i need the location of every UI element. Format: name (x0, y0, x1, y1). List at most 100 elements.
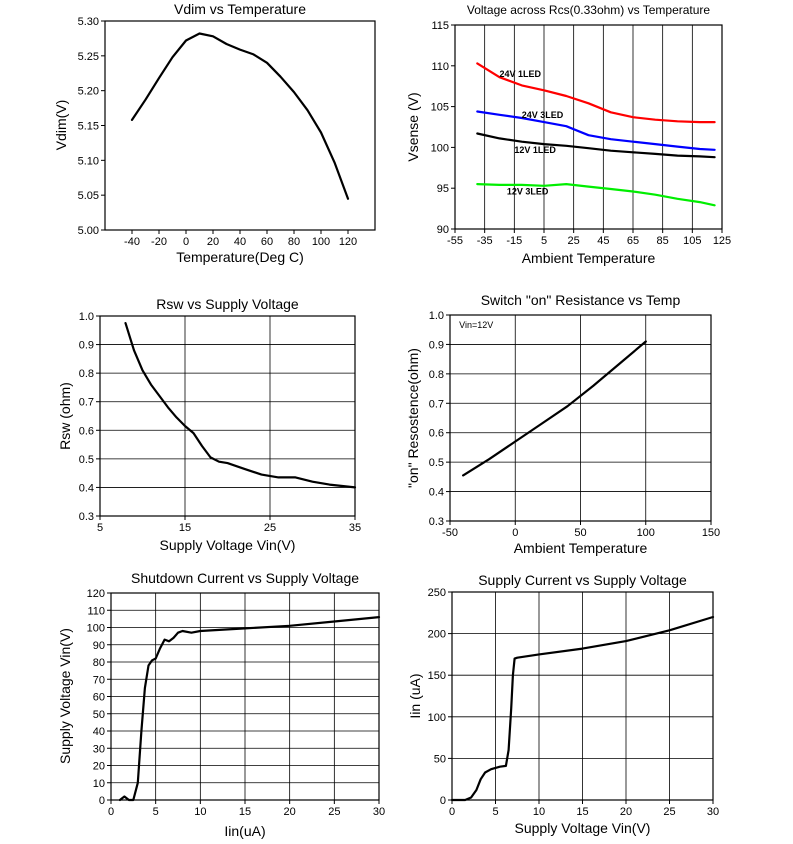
x-tick-label: 65 (627, 235, 639, 247)
x-tick-label: 5 (153, 806, 159, 818)
y-tick-label: 0.3 (79, 511, 94, 523)
x-tick-label: 100 (637, 527, 655, 539)
plot-frame (99, 315, 356, 517)
y-tick-label: 0.6 (429, 428, 444, 440)
x-tick-label: 85 (657, 235, 669, 247)
y-tick-label: 0.5 (79, 454, 94, 466)
x-tick-label: 20 (207, 236, 219, 248)
y-tick-label: 50 (434, 753, 446, 765)
x-tick-label: 125 (713, 235, 731, 247)
y-tick-label: 110 (431, 61, 449, 73)
y-tick-label: 5.25 (78, 51, 99, 63)
y-tick-label: 50 (93, 709, 105, 721)
x-axis-label: Supply Voltage Vin(V) (160, 537, 296, 553)
y-tick-label: 100 (428, 712, 446, 724)
plot-frame (104, 20, 376, 231)
y-tick-label: 90 (437, 224, 449, 236)
x-tick-label: 20 (620, 806, 632, 818)
x-tick-label: 100 (312, 236, 330, 248)
y-tick-label: 60 (93, 692, 105, 704)
y-tick-label: 1.0 (79, 311, 94, 323)
series-annotation: 24V 3LED (522, 110, 564, 120)
y-tick-label: 5.30 (78, 16, 99, 28)
x-tick-label: -35 (477, 235, 493, 247)
y-tick-label: 0.7 (79, 397, 94, 409)
y-tick-label: 0.4 (79, 482, 94, 494)
series-line-iin (450, 615, 715, 802)
series-line-12v-3led (476, 183, 716, 207)
chart-title: Shutdown Current vs Supply Voltage (131, 570, 359, 586)
x-tick-label: 30 (707, 806, 719, 818)
y-tick-label: 5.20 (78, 86, 99, 98)
x-tick-label: 40 (234, 236, 246, 248)
y-axis-label: Supply Voltage Vin(V) (57, 628, 73, 764)
y-tick-label: 20 (93, 761, 105, 773)
x-tick-label: 60 (261, 236, 273, 248)
x-tick-label: 30 (373, 806, 385, 818)
x-tick-label: -55 (447, 235, 463, 247)
series-annotation: 12V 3LED (507, 187, 549, 197)
x-tick-label: 25 (568, 235, 580, 247)
series-annotation: 12V 1LED (514, 145, 556, 155)
x-tick-label: 20 (284, 806, 296, 818)
x-tick-label: 150 (702, 527, 720, 539)
series-line-vdim (130, 32, 350, 200)
y-tick-label: 0.3 (429, 516, 444, 528)
x-tick-label: 15 (239, 806, 251, 818)
x-tick-label: 0 (183, 236, 189, 248)
y-tick-label: 0 (99, 795, 105, 807)
x-tick-label: 5 (541, 235, 547, 247)
series-line-rsw (124, 322, 357, 489)
y-tick-label: 5.15 (78, 121, 99, 133)
series-annotation: 24V 1LED (500, 69, 542, 79)
x-tick-label: 15 (576, 806, 588, 818)
y-tick-label: 95 (437, 183, 449, 195)
y-tick-label: 70 (93, 674, 105, 686)
y-axis-label: Rsw (ohm) (57, 382, 73, 450)
x-tick-label: 5 (97, 522, 103, 534)
y-tick-label: 30 (93, 743, 105, 755)
chart-vdim-vs-temperature: Vdim vs Temperature -40 -20 0 20 40 60 80 100 120… (53, 1, 376, 265)
y-tick-label: 1.0 (429, 310, 444, 322)
chart-title: Supply Current vs Supply Voltage (478, 572, 687, 588)
y-tick-label: 150 (428, 670, 446, 682)
y-tick-label: 0.8 (429, 369, 444, 381)
y-tick-label: 0.4 (429, 487, 444, 499)
x-tick-label: 0 (512, 527, 518, 539)
y-tick-label: 0.7 (429, 398, 444, 410)
series-line-shutdown (118, 615, 381, 802)
y-tick-label: 0 (440, 795, 446, 807)
y-tick-label: 200 (428, 629, 446, 641)
series-line-12v-1led (476, 132, 716, 159)
y-tick-label: 110 (87, 605, 105, 617)
y-tick-label: 0.5 (429, 457, 444, 469)
y-axis-label: Iin (uA) (407, 673, 423, 718)
x-tick-label: 0 (449, 806, 455, 818)
x-tick-label: 35 (349, 522, 361, 534)
y-axis-label: Vsense (V) (405, 92, 421, 161)
y-tick-label: 120 (87, 588, 105, 600)
y-tick-label: 10 (93, 778, 105, 790)
y-tick-label: 250 (428, 587, 446, 599)
x-axis-label: Ambient Temperature (514, 540, 648, 556)
x-tick-label: 120 (339, 236, 357, 248)
x-tick-label: 10 (533, 806, 545, 818)
chart-vsense-vs-temperature: Voltage across Rcs(0.33ohm) vs Temperatu… (405, 3, 731, 266)
x-tick-label: 25 (663, 806, 675, 818)
x-tick-label: 25 (264, 522, 276, 534)
x-tick-label: -20 (151, 236, 167, 248)
x-tick-label: 15 (179, 522, 191, 534)
y-tick-label: 0.9 (79, 340, 94, 352)
y-tick-label: 80 (93, 657, 105, 669)
y-axis-label: "on" Resostence(ohm) (405, 348, 421, 488)
x-axis-label: Supply Voltage Vin(V) (515, 820, 651, 836)
y-tick-label: 5.05 (78, 190, 99, 202)
x-tick-label: 0 (108, 806, 114, 818)
x-tick-label: -50 (442, 527, 458, 539)
x-tick-label: -15 (506, 235, 522, 247)
x-axis-label: Temperature(Deg C) (176, 249, 304, 265)
series-line-24v-3led (476, 110, 716, 151)
y-tick-label: 0.6 (79, 425, 94, 437)
x-tick-label: 50 (574, 527, 586, 539)
